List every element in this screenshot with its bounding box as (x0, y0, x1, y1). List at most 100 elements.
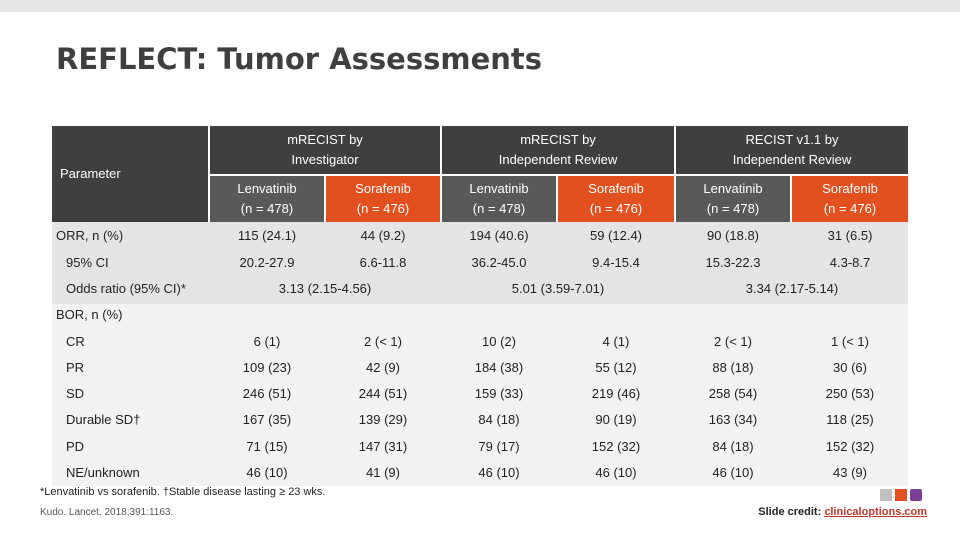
table-cell: 184 (38) (474, 360, 524, 375)
group-header-line1: mRECIST by (520, 132, 596, 147)
arm-n: (n = 476) (356, 201, 410, 216)
table-cell: 258 (54) (708, 386, 758, 401)
table-cell: 30 (6) (833, 360, 867, 375)
group-header-line2: Independent Review (498, 152, 618, 167)
table-cell: 15.3-22.3 (705, 255, 761, 270)
table-cell: 31 (6.5) (827, 228, 873, 243)
top-bar (0, 0, 960, 12)
row-label-durable-sd: Durable SD† (66, 412, 141, 427)
table-cell: 167 (35) (242, 412, 292, 427)
table-cell: 4 (1) (602, 334, 630, 349)
table-cell: 46 (10) (595, 465, 637, 480)
group-header-line2: Independent Review (732, 152, 852, 167)
citation: Kudo. Lancet. 2018;391:1163. (40, 507, 174, 518)
cco-logo (880, 489, 922, 501)
table-cell: 115 (24.1) (237, 228, 297, 243)
table-cell: 139 (29) (358, 412, 408, 427)
table-cell: 194 (40.6) (469, 228, 529, 243)
credit-link[interactable]: clinicaloptions.com (824, 506, 927, 518)
table-cell: 109 (23) (242, 360, 292, 375)
table-cell: 36.2-45.0 (471, 255, 527, 270)
table-cell: 59 (12.4) (589, 228, 643, 243)
table-cell: 55 (12) (595, 360, 637, 375)
table-cell: 44 (9.2) (360, 228, 406, 243)
table-cell: 46 (10) (246, 465, 288, 480)
group-header-line2: Investigator (291, 152, 359, 167)
table-cell: 84 (18) (712, 439, 754, 454)
table-cell-odds-ratio: 3.34 (2.17-5.14) (745, 281, 839, 296)
table-cell: 219 (46) (591, 386, 641, 401)
arm-header-sorafenib-1: Sorafenib (n = 476) (326, 176, 440, 222)
parameter-header-label: Parameter (60, 166, 121, 181)
table-cell: 42 (9) (366, 360, 400, 375)
row-label-pd: PD (66, 439, 85, 454)
table-cell: 147 (31) (358, 439, 408, 454)
table-cell: 90 (19) (595, 412, 637, 427)
group-header-independent-mrecist: mRECIST by Independent Review (442, 126, 674, 174)
parameter-header: Parameter (52, 126, 208, 222)
table-cell: 250 (53) (825, 386, 875, 401)
table-cell: 163 (34) (708, 412, 758, 427)
row-label-sd: SD (66, 386, 85, 401)
arm-header-lenvatinib-3: Lenvatinib (n = 478) (676, 176, 790, 222)
arm-name: Sorafenib (822, 181, 878, 196)
row-label-pr: PR (66, 360, 85, 375)
credit-label: Slide credit: (758, 506, 825, 518)
logo-circle-icon (910, 489, 922, 501)
arm-name: Lenvatinib (703, 181, 763, 196)
arm-name: Sorafenib (588, 181, 644, 196)
group-header-line1: mRECIST by (287, 132, 363, 147)
slide-title: REFLECT: Tumor Assessments (56, 42, 543, 76)
arm-n: (n = 476) (589, 201, 643, 216)
table-cell: 159 (33) (474, 386, 524, 401)
table-cell: 118 (25) (826, 412, 874, 427)
table-cell: 9.4-15.4 (592, 255, 640, 270)
logo-square-icon (895, 489, 907, 501)
table-cell: 20.2-27.9 (239, 255, 295, 270)
table-cell-odds-ratio: 5.01 (3.59-7.01) (511, 281, 605, 296)
arm-name: Lenvatinib (469, 181, 529, 196)
row-label-ci: 95% CI (66, 255, 109, 270)
table-cell: 88 (18) (712, 360, 754, 375)
group-header-line1: RECIST v1.1 by (745, 132, 839, 147)
row-label-ne: NE/unknown (66, 465, 140, 480)
bor-section-band (52, 304, 908, 486)
arm-name: Sorafenib (355, 181, 411, 196)
arm-header-sorafenib-2: Sorafenib (n = 476) (558, 176, 674, 222)
group-header-independent-recist: RECIST v1.1 by Independent Review (676, 126, 908, 174)
table-cell: 244 (51) (358, 386, 408, 401)
arm-n: (n = 478) (706, 201, 760, 216)
row-label-bor: BOR, n (%) (56, 307, 123, 322)
table-cell: 152 (32) (591, 439, 641, 454)
footnote: *Lenvatinib vs sorafenib. †Stable diseas… (40, 486, 326, 498)
table-cell: 71 (15) (246, 439, 288, 454)
table-cell: 46 (10) (712, 465, 754, 480)
arm-header-lenvatinib-1: Lenvatinib (n = 478) (210, 176, 324, 222)
table-cell: 43 (9) (833, 465, 867, 480)
arm-name: Lenvatinib (237, 181, 297, 196)
table-cell: 79 (17) (478, 439, 520, 454)
arm-header-sorafenib-3: Sorafenib (n = 476) (792, 176, 908, 222)
row-label-odds: Odds ratio (95% CI)* (66, 281, 186, 296)
slide-credit: Slide credit: clinicaloptions.com (758, 506, 927, 518)
orr-section-band (52, 222, 908, 304)
arm-n: (n = 478) (472, 201, 526, 216)
table-cell-odds-ratio: 3.13 (2.15-4.56) (278, 281, 372, 296)
row-label-cr: CR (66, 334, 85, 349)
table-cell: 90 (18.8) (706, 228, 760, 243)
table-cell: 246 (51) (242, 386, 292, 401)
arm-n: (n = 476) (823, 201, 877, 216)
table-cell: 2 (< 1) (714, 334, 752, 349)
table-cell: 6.6-11.8 (359, 255, 407, 270)
table-cell: 152 (32) (825, 439, 875, 454)
logo-square-icon (880, 489, 892, 501)
table-cell: 1 (< 1) (831, 334, 869, 349)
group-header-investigator: mRECIST by Investigator (210, 126, 440, 174)
arm-n: (n = 478) (240, 201, 294, 216)
table-cell: 84 (18) (478, 412, 520, 427)
table-cell: 2 (< 1) (364, 334, 402, 349)
table-cell: 10 (2) (482, 334, 516, 349)
table-cell: 46 (10) (478, 465, 520, 480)
table-cell: 6 (1) (253, 334, 281, 349)
table-cell: 41 (9) (366, 465, 400, 480)
